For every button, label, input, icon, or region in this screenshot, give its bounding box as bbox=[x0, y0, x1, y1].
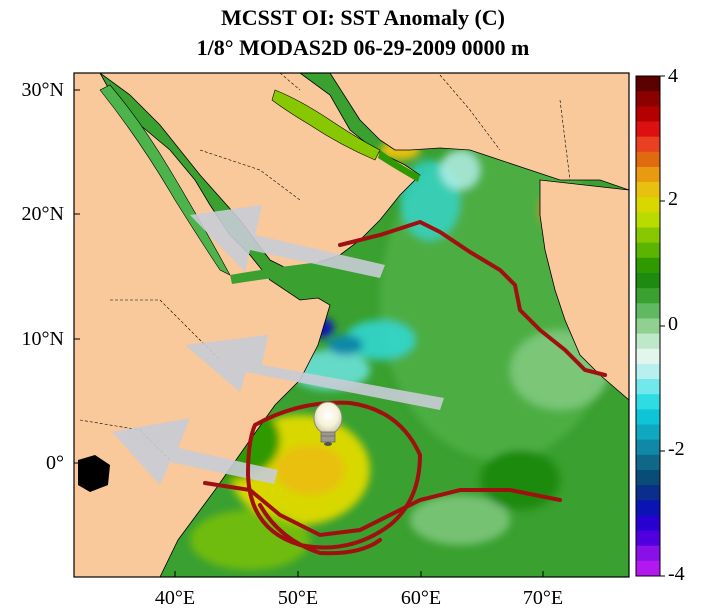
lat-label-10n: 10°N bbox=[21, 328, 64, 350]
colorbar-swatch bbox=[636, 469, 660, 486]
chart-title-line2: 1/8° MODAS2D 06-29-2009 0000 m bbox=[196, 35, 530, 60]
colorbar-label-m4: -4 bbox=[668, 563, 685, 585]
lon-label-60e: 60°E bbox=[400, 587, 442, 609]
colorbar-swatch bbox=[636, 242, 660, 259]
gulf-of-aden bbox=[230, 262, 320, 284]
colorbar-swatch bbox=[636, 333, 660, 350]
gulf-of-oman bbox=[378, 150, 420, 182]
colorbar-swatch bbox=[636, 166, 660, 183]
colorbar-swatch bbox=[636, 379, 660, 395]
colorbar-swatch bbox=[636, 212, 660, 229]
colorbar-swatch bbox=[636, 106, 660, 122]
colorbar-swatch bbox=[636, 91, 660, 107]
colorbar-swatch bbox=[636, 363, 660, 380]
current-line-north bbox=[338, 219, 607, 377]
chart-title-line1: MCSST OI: SST Anomaly (C) bbox=[220, 5, 506, 30]
colorbar-swatch bbox=[636, 303, 660, 319]
colorbar-swatch bbox=[636, 424, 660, 441]
colorbar bbox=[635, 75, 665, 577]
colorbar-swatch bbox=[636, 454, 660, 471]
arrow-wind-1 bbox=[190, 205, 385, 278]
lat-label-30n: 30°N bbox=[21, 79, 64, 101]
current-loop-lower bbox=[258, 503, 382, 556]
colorbar-swatch bbox=[636, 257, 660, 274]
arrow-wind-2 bbox=[185, 335, 444, 410]
colorbar-swatch bbox=[636, 121, 660, 138]
colorbar-swatch bbox=[636, 197, 660, 213]
lon-label-50e: 50°E bbox=[277, 587, 319, 609]
colorbar-swatch bbox=[636, 485, 660, 501]
colorbar-swatch bbox=[636, 515, 660, 532]
lon-label-40e: 40°E bbox=[154, 587, 196, 609]
lightbulb-icon bbox=[313, 401, 343, 446]
eddy-loop bbox=[245, 400, 423, 550]
map-frame bbox=[73, 72, 630, 578]
arrow-wind-3 bbox=[112, 418, 278, 485]
persian-gulf bbox=[271, 89, 381, 161]
colorbar-swatch bbox=[636, 394, 660, 410]
colorbar-swatch bbox=[636, 288, 660, 304]
colorbar-swatch bbox=[636, 560, 660, 577]
colorbar-swatch bbox=[636, 76, 660, 92]
lake-victoria bbox=[78, 455, 110, 492]
colorbar-label-2: 2 bbox=[668, 188, 678, 210]
colorbar-swatch bbox=[636, 500, 660, 516]
colorbar-swatch bbox=[636, 439, 660, 456]
colorbar-label-0: 0 bbox=[668, 313, 678, 335]
colorbar-swatch bbox=[636, 136, 660, 153]
colorbar-label-4: 4 bbox=[668, 65, 678, 87]
colorbar-swatch bbox=[636, 348, 660, 365]
colorbar-swatch bbox=[636, 545, 660, 562]
colorbar-swatch bbox=[636, 318, 660, 335]
lon-label-70e: 70°E bbox=[522, 587, 564, 609]
axis-ticks bbox=[74, 89, 544, 577]
colorbar-swatch bbox=[636, 530, 660, 547]
annotation-curves bbox=[203, 219, 607, 556]
wind-arrows bbox=[112, 205, 444, 485]
colorbar-swatch bbox=[636, 409, 660, 425]
colorbar-swatch bbox=[636, 182, 660, 198]
current-line-south bbox=[203, 481, 562, 538]
lat-label-20n: 20°N bbox=[21, 203, 64, 225]
colorbar-swatch bbox=[636, 151, 660, 168]
colorbar-label-m2: -2 bbox=[668, 438, 685, 460]
colorbar-swatch bbox=[636, 272, 660, 289]
lat-label-0: 0° bbox=[46, 452, 64, 474]
colorbar-swatch bbox=[636, 227, 660, 244]
